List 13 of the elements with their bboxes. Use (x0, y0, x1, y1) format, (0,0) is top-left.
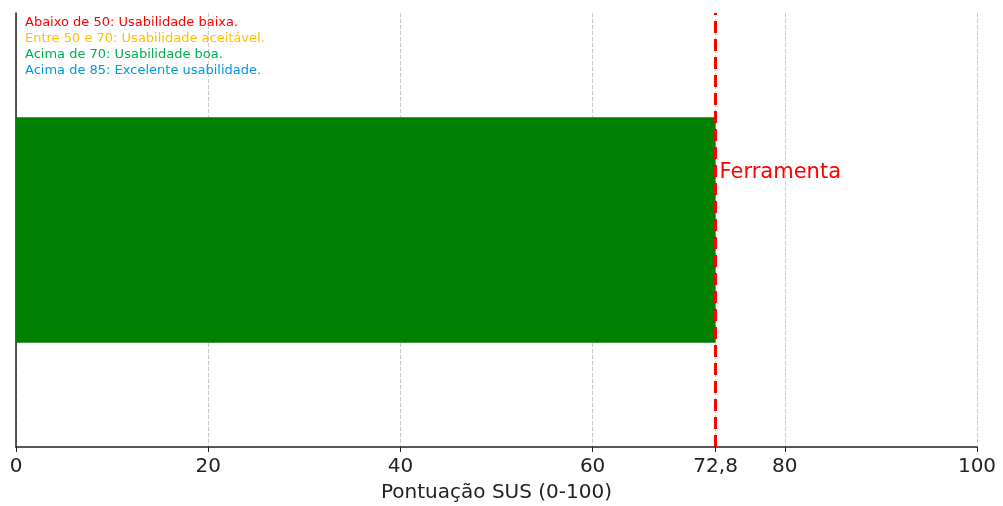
x-tick-label: 60 (579, 453, 606, 477)
x-axis-title: Pontuação SUS (0-100) (381, 479, 612, 503)
x-tick-label: 0 (9, 453, 23, 477)
annotation: Acima de 70: Usabilidade boa. (25, 46, 223, 61)
x-tick-label: 40 (387, 453, 414, 477)
x-tick-label: 72,8 (693, 453, 738, 477)
x-tick-label: 100 (957, 453, 997, 477)
x-tick-label: 80 (772, 453, 798, 477)
annotation: Entre 50 e 70: Usabilidade aceitável. (25, 30, 265, 45)
ref-line-label: Ferramenta (719, 158, 842, 183)
annotation: Abaixo de 50: Usabilidade baixa. (25, 14, 239, 29)
x-tick-label: 20 (195, 453, 221, 477)
annotation: Acima de 85: Excelente usabilidade. (25, 62, 262, 77)
